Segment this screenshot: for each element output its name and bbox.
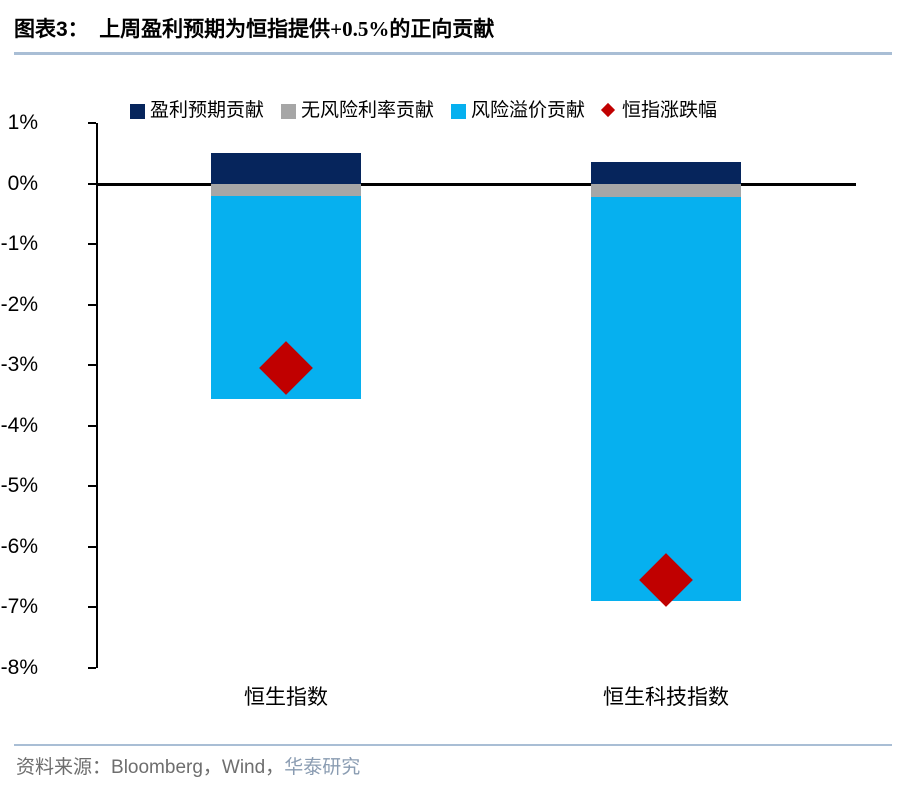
bar-segment[interactable] [211,183,361,196]
legend-label: 风险溢价贡献 [471,100,586,121]
y-axis-tick [88,122,96,124]
y-axis-tick-label: -8% [0,656,38,679]
bar-segment[interactable] [211,153,361,184]
legend-item-riskfree[interactable]: 无风险利率贡献 [281,101,434,121]
x-axis-category-label: 恒生科技指数 [603,685,729,709]
figure-label: 图表3： [14,18,89,41]
legend-square-icon [281,103,297,119]
y-axis-tick-label: -3% [0,353,38,377]
y-axis-tick [88,243,96,246]
legend-item-risk-premium[interactable]: 风险溢价贡献 [451,101,585,121]
legend-item-index-return[interactable]: 恒指涨跌幅 [600,100,718,121]
header-divider [14,52,892,55]
y-axis-tick [88,485,96,488]
legend-square-icon [451,103,467,119]
source-organization: 华泰研究 [284,757,361,778]
legend-label: 盈利预期贡献 [150,100,265,121]
legend-square-icon [130,103,145,119]
y-axis-tick [88,364,96,367]
figure-title-text: 上周盈利预期为恒指提供+0.5%的正向贡献 [99,17,495,41]
y-axis-line [96,123,98,668]
page-title: 图表3： 上周盈利预期为恒指提供+0.5%的正向贡献 [14,14,892,45]
y-axis-tick-label: -7% [0,595,38,619]
plot-area: 1% 0% -1% -2% -3% -4% -5% -6% -7% -8% 恒生指数 恒生科技指数 [1,112,856,709]
y-axis-tick-label: -5% [0,474,38,498]
y-axis-tick-label: -1% [0,232,38,256]
y-axis-tick [88,545,96,548]
bar-segment[interactable] [591,162,741,184]
source-prefix: 资料来源： [16,757,112,778]
source-list: Bloomberg，Wind， [111,757,285,778]
y-axis-tick-label: 1% [7,111,38,134]
y-axis-tick-label: -4% [0,413,38,437]
legend-label: 恒指涨跌幅 [622,100,718,121]
legend-label: 无风险利率贡献 [301,100,435,121]
y-axis-tick-label: 0% [7,171,38,195]
y-axis-tick [88,424,96,427]
footer-divider [14,744,892,746]
y-axis-tick-label: -6% [0,534,38,558]
legend-item-earnings[interactable]: 盈利预期贡献 [130,101,264,121]
x-axis-category-label: 恒生指数 [244,685,328,709]
chart-legend: 盈利预期贡献 无风险利率贡献 风险溢价贡献 恒指涨跌幅 [130,96,870,126]
y-axis-tick [88,606,96,609]
bar-segment[interactable] [591,183,741,197]
y-axis-tick [88,303,96,306]
y-axis-tick [88,182,96,185]
y-axis-tick-label: -2% [0,292,38,316]
figure-header: 图表3： 上周盈利预期为恒指提供+0.5%的正向贡献 [14,14,892,60]
zero-baseline [96,182,856,186]
bar-segment[interactable] [591,196,741,602]
y-axis-tick [88,667,96,669]
source-note: 资料来源：Bloomberg，Wind，华泰研究 [16,754,360,782]
legend-diamond-icon [600,102,617,119]
